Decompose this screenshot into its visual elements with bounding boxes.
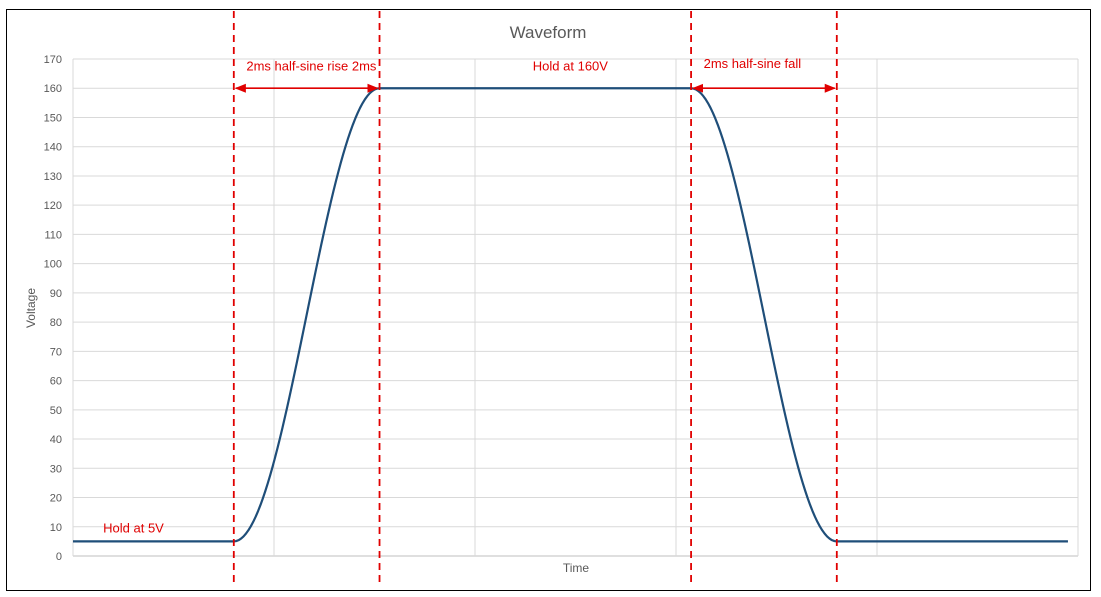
y-tick-label: 110 (44, 229, 62, 241)
y-axis-ticks: 0 10 20 30 40 50 60 70 80 90 100 110 120 130 140 150 160… (44, 54, 62, 563)
marker-group: 2ms half-sine rise 2ms Hold at 160V 2ms ha… (103, 11, 838, 583)
x-axis-title: Time (563, 561, 590, 575)
y-tick-label: 120 (44, 200, 62, 212)
y-axis-title: Voltage (24, 288, 38, 328)
y-tick-label: 90 (50, 288, 62, 300)
y-tick-label: 170 (44, 54, 62, 66)
grid-lines (72, 58, 1079, 557)
annotation-label: 2ms half-sine rise 2ms (246, 59, 377, 74)
waveform-line (73, 87, 1068, 543)
y-tick-label: 130 (44, 171, 62, 183)
y-tick-label: 20 (50, 493, 62, 505)
y-tick-label: 140 (44, 142, 62, 154)
y-tick-label: 70 (50, 346, 62, 358)
annotation-label: Hold at 160V (533, 59, 608, 74)
y-tick-label: 10 (50, 522, 62, 534)
y-tick-label: 30 (50, 463, 62, 475)
chart-frame (6, 9, 1091, 591)
chart-title: Waveform (510, 23, 587, 42)
series-group (73, 87, 1068, 543)
y-tick-label: 40 (50, 434, 62, 446)
y-tick-label: 80 (50, 317, 62, 329)
y-tick-label: 160 (44, 83, 62, 95)
y-tick-label: 50 (50, 405, 62, 417)
annotation-label: 2ms half-sine fall (704, 56, 802, 71)
y-tick-label: 100 (44, 259, 62, 271)
annotation-label: Hold at 5V (103, 521, 164, 536)
y-tick-label: 0 (56, 551, 62, 563)
y-tick-label: 60 (50, 376, 62, 388)
y-tick-label: 150 (44, 112, 62, 124)
